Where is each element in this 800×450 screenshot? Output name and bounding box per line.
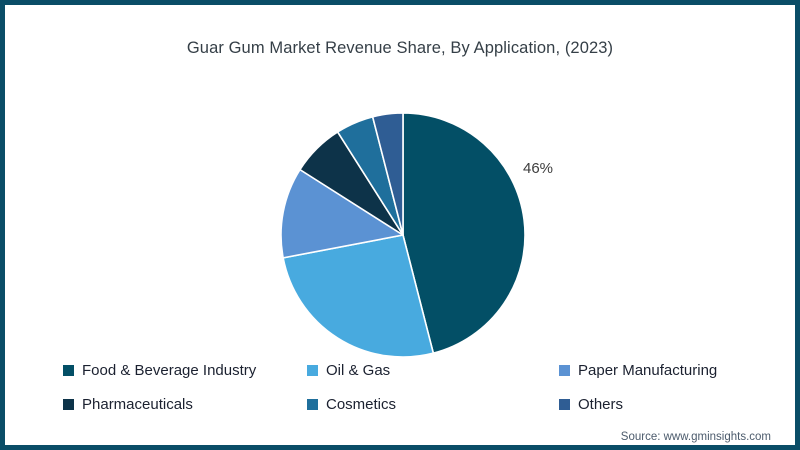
legend-item-label: Oil & Gas xyxy=(326,362,391,379)
legend-item-label: Pharmaceuticals xyxy=(82,396,193,413)
pie-slice-paper-manufacturing xyxy=(280,168,404,259)
legend-item-label: Others xyxy=(578,396,624,413)
source-note: Source: www.gminsights.com xyxy=(620,431,771,443)
pie-slice-oil-gas xyxy=(282,234,435,358)
pie-chart xyxy=(280,112,526,358)
legend-item: Others xyxy=(559,395,717,414)
legend-item-label: Paper Manufacturing xyxy=(578,362,718,379)
legend-item-label: Food & Beverage Industry xyxy=(82,362,257,379)
legend: Food & Beverage Industry Oil & Gas Paper M… xyxy=(63,361,717,414)
legend-item: Paper Manufacturing xyxy=(559,361,717,380)
legend-color-swatch xyxy=(307,399,318,410)
legend-item: Oil & Gas xyxy=(307,361,559,380)
legend-item-label: Cosmetics xyxy=(326,396,397,413)
legend-color-swatch xyxy=(63,399,74,410)
pie-slice-others xyxy=(371,112,404,236)
pie-slice-food-beverage-industry xyxy=(402,112,526,354)
legend-color-swatch xyxy=(559,399,570,410)
legend-item: Food & Beverage Industry xyxy=(63,361,307,380)
legend-color-swatch xyxy=(307,365,318,376)
chart-title: Guar Gum Market Revenue Share, By Applic… xyxy=(186,39,614,57)
legend-item: Pharmaceuticals xyxy=(63,395,307,414)
legend-color-swatch xyxy=(63,365,74,376)
legend-color-swatch xyxy=(559,365,570,376)
legend-item: Cosmetics xyxy=(307,395,559,414)
slice-value-label: 46% xyxy=(523,160,554,177)
